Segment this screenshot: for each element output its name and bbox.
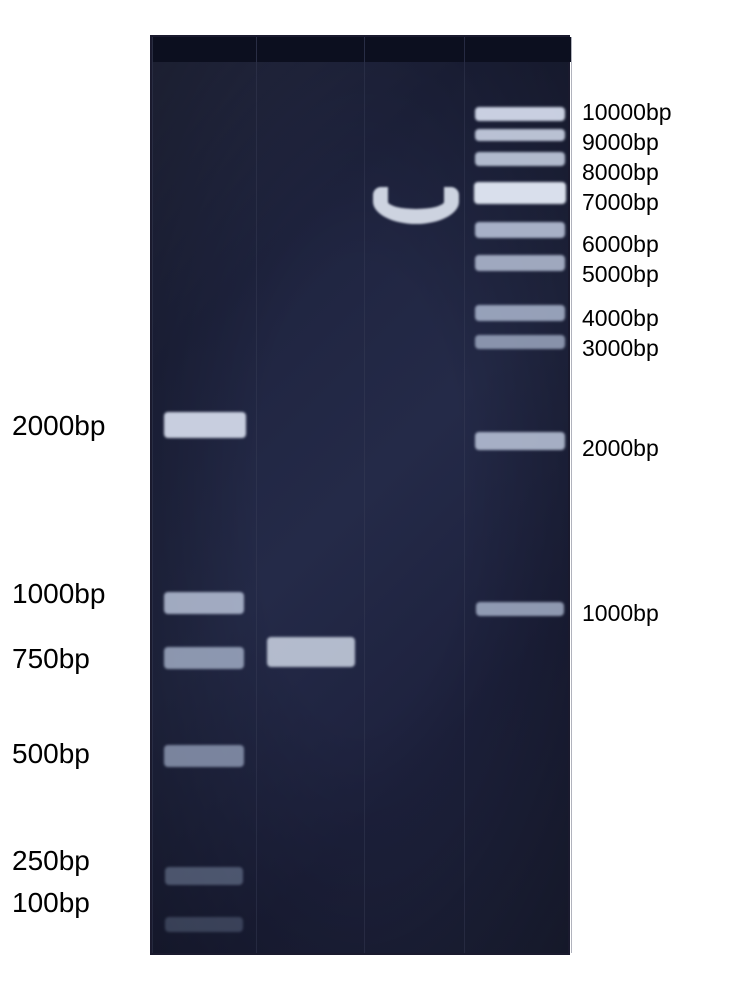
band-lane4-15 [475, 335, 565, 349]
band-lane1-1 [164, 592, 244, 614]
ladder-label-right-1: 9000bp [582, 129, 659, 156]
well-3 [365, 37, 464, 62]
band-lane4-10 [475, 152, 565, 166]
ladder-label-left-3: 500bp [12, 738, 90, 770]
gel-electrophoresis-figure: 2000bp 1000bp 750bp 500bp 250bp 100bp 10000bp 9… [0, 0, 754, 1000]
band-lane1-3 [164, 745, 244, 767]
ladder-label-left-0: 2000bp [12, 410, 105, 442]
lane3-sample [365, 37, 465, 953]
ladder-label-right-4: 6000bp [582, 231, 659, 258]
ladder-label-right-2: 8000bp [582, 159, 659, 186]
band-lane4-11 [474, 182, 566, 204]
well-2 [257, 37, 364, 62]
ladder-label-right-9: 1000bp [582, 600, 659, 627]
lane1-ladder-low [152, 37, 257, 953]
band-lane1-0 [164, 412, 246, 438]
band-lane4-17 [476, 602, 564, 616]
well-1 [153, 37, 256, 62]
ladder-label-left-4: 250bp [12, 845, 90, 877]
ladder-label-right-5: 5000bp [582, 261, 659, 288]
band-lane4-13 [475, 255, 565, 271]
ladder-label-right-3: 7000bp [582, 189, 659, 216]
band-lane1-5 [165, 917, 243, 932]
band-lane4-14 [475, 305, 565, 321]
band-lane4-16 [475, 432, 565, 450]
well-4 [465, 37, 571, 62]
band-lane4-8 [475, 107, 565, 121]
band-lane1-2 [164, 647, 244, 669]
gel-image [150, 35, 570, 955]
ladder-label-left-1: 1000bp [12, 578, 105, 610]
band-lane4-12 [475, 222, 565, 238]
band-lane2-6 [267, 637, 355, 667]
lane2-sample [257, 37, 365, 953]
ladder-label-right-0: 10000bp [582, 99, 672, 126]
ladder-label-right-8: 2000bp [582, 435, 659, 462]
ladder-label-right-7: 3000bp [582, 335, 659, 362]
band-lane4-9 [475, 129, 565, 141]
ladder-label-left-2: 750bp [12, 643, 90, 675]
band-lane1-4 [165, 867, 243, 885]
ladder-label-left-5: 100bp [12, 887, 90, 919]
lane4-ladder-high [465, 37, 572, 953]
ladder-label-right-6: 4000bp [582, 305, 659, 332]
